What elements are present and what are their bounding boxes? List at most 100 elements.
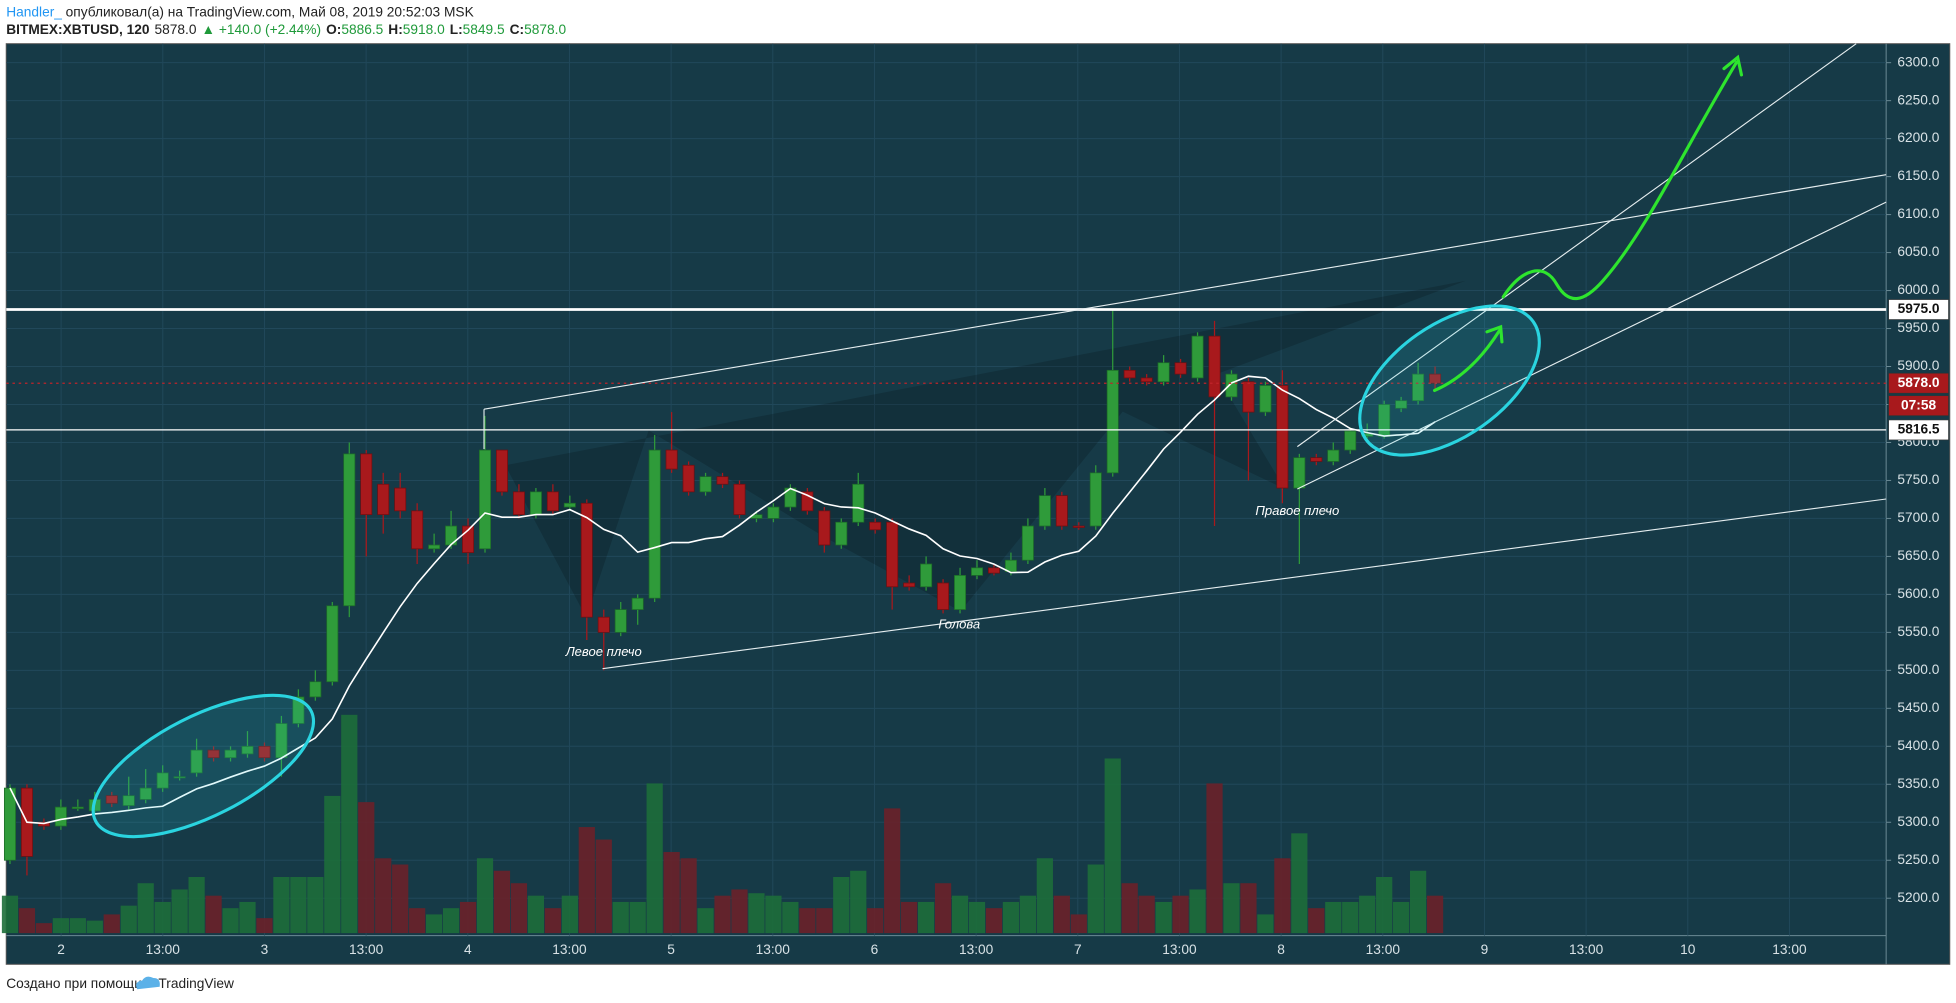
y-tick-label: 5250.0 — [1897, 852, 1939, 867]
arrowhead — [1722, 54, 1743, 77]
candle-body — [105, 795, 118, 804]
candle-body — [818, 510, 831, 546]
candle-body — [1038, 495, 1051, 527]
candle-body — [597, 616, 610, 633]
candle-body — [394, 487, 407, 512]
trend-line — [483, 174, 1887, 410]
x-tick-label: 8 — [1277, 942, 1285, 957]
x-tick-label: 9 — [1481, 942, 1489, 957]
volume-bar — [1138, 895, 1155, 934]
volume-bar — [1274, 858, 1291, 934]
volume-bar — [816, 908, 833, 934]
arrowhead — [1485, 324, 1504, 344]
volume-bar — [324, 795, 341, 934]
volume-bar — [1036, 858, 1053, 934]
candle-body — [1191, 335, 1204, 379]
volume-bar — [1053, 895, 1070, 934]
volume-bar — [612, 901, 629, 934]
candle-body — [937, 582, 950, 610]
brand[interactable]: TradingView — [158, 976, 234, 991]
volume-bar — [69, 918, 86, 934]
x-tick-label: 5 — [667, 942, 675, 957]
volume-bar — [799, 908, 816, 934]
y-tick-label: 6050.0 — [1897, 244, 1939, 259]
x-tick-label: 13:00 — [1162, 942, 1197, 957]
y-tick-label: 5650.0 — [1897, 548, 1939, 563]
volume-bar — [629, 901, 646, 934]
volume-bar — [1002, 901, 1020, 934]
candle-body — [767, 506, 780, 519]
volume-bar — [120, 905, 137, 934]
author[interactable]: Handler_ — [6, 4, 62, 19]
volume-bar — [1325, 901, 1342, 934]
volume-bar — [544, 908, 561, 934]
candle-body — [546, 491, 559, 512]
volume-bar — [409, 908, 426, 934]
candle-body — [563, 502, 576, 508]
volume-bar — [239, 901, 256, 934]
candle-body — [1327, 449, 1340, 462]
y-tick-label: 6200.0 — [1897, 130, 1939, 145]
candle-body — [614, 609, 627, 633]
y-tick-label: 5450.0 — [1897, 700, 1939, 715]
x-tick-label: 6 — [871, 942, 879, 957]
candle-body — [1089, 472, 1102, 527]
o-label: O: — [326, 22, 341, 37]
y-tick-label: 5700.0 — [1897, 510, 1939, 525]
volume-bar — [35, 923, 53, 934]
volume-bar — [765, 895, 782, 934]
volume-bar — [307, 876, 324, 934]
highlight-ellipse — [1358, 304, 1541, 457]
highlight-ellipse — [91, 693, 316, 839]
candle-body — [292, 696, 305, 724]
candle-body — [462, 525, 475, 553]
volume-bar — [578, 827, 595, 934]
candle-body — [682, 464, 695, 493]
candle-body — [360, 453, 373, 516]
candle-body — [665, 449, 678, 470]
x-tick-label: 13:00 — [959, 942, 994, 957]
candle-body — [886, 521, 899, 588]
published: опубликовал(а) на TradingView.com, Май 0… — [66, 4, 474, 19]
trend-line — [602, 498, 1887, 670]
volume-bar — [714, 895, 731, 934]
y-tick-label: 5500.0 — [1897, 662, 1939, 677]
candle-body — [71, 806, 84, 809]
volume-bar — [392, 864, 409, 934]
candle-body — [173, 776, 186, 779]
candle-body — [309, 681, 322, 698]
volume-layer — [1, 714, 1444, 934]
candle-body — [1123, 369, 1136, 379]
volume-bar — [985, 908, 1003, 934]
volume-bar — [256, 918, 273, 934]
candle-body — [1293, 457, 1306, 489]
change: ▲ +140.0 (+2.44%) — [201, 22, 321, 37]
volume-bar — [1359, 895, 1376, 934]
candle-body — [207, 749, 220, 759]
candle-body — [1072, 525, 1085, 528]
x-tick-label: 10 — [1680, 942, 1696, 957]
volume-bar — [426, 914, 443, 934]
candle-body — [377, 483, 390, 516]
candle-body — [258, 745, 271, 759]
candle-body — [1259, 385, 1272, 413]
candle-body — [1310, 457, 1323, 462]
x-tick-label: 13:00 — [1772, 942, 1807, 957]
volume-bar — [782, 901, 799, 934]
candle-body — [631, 597, 644, 610]
volume-bar — [917, 901, 935, 934]
candle-body — [529, 491, 542, 516]
x-tick-label: 13:00 — [756, 942, 791, 957]
candle-body — [1412, 373, 1425, 402]
forecast-arrow — [1501, 60, 1739, 301]
x-tick-label: 13:00 — [1569, 942, 1604, 957]
volume-bar — [1070, 914, 1087, 934]
volume-bar — [476, 858, 494, 934]
header-line-1: Handler_ опубликовал(а) на TradingView.co… — [6, 4, 473, 19]
volume-bar — [341, 714, 358, 934]
volume-bar — [731, 889, 748, 934]
candle-body — [1004, 559, 1017, 572]
volume-bar — [1, 895, 19, 934]
l-label: L: — [450, 22, 463, 37]
